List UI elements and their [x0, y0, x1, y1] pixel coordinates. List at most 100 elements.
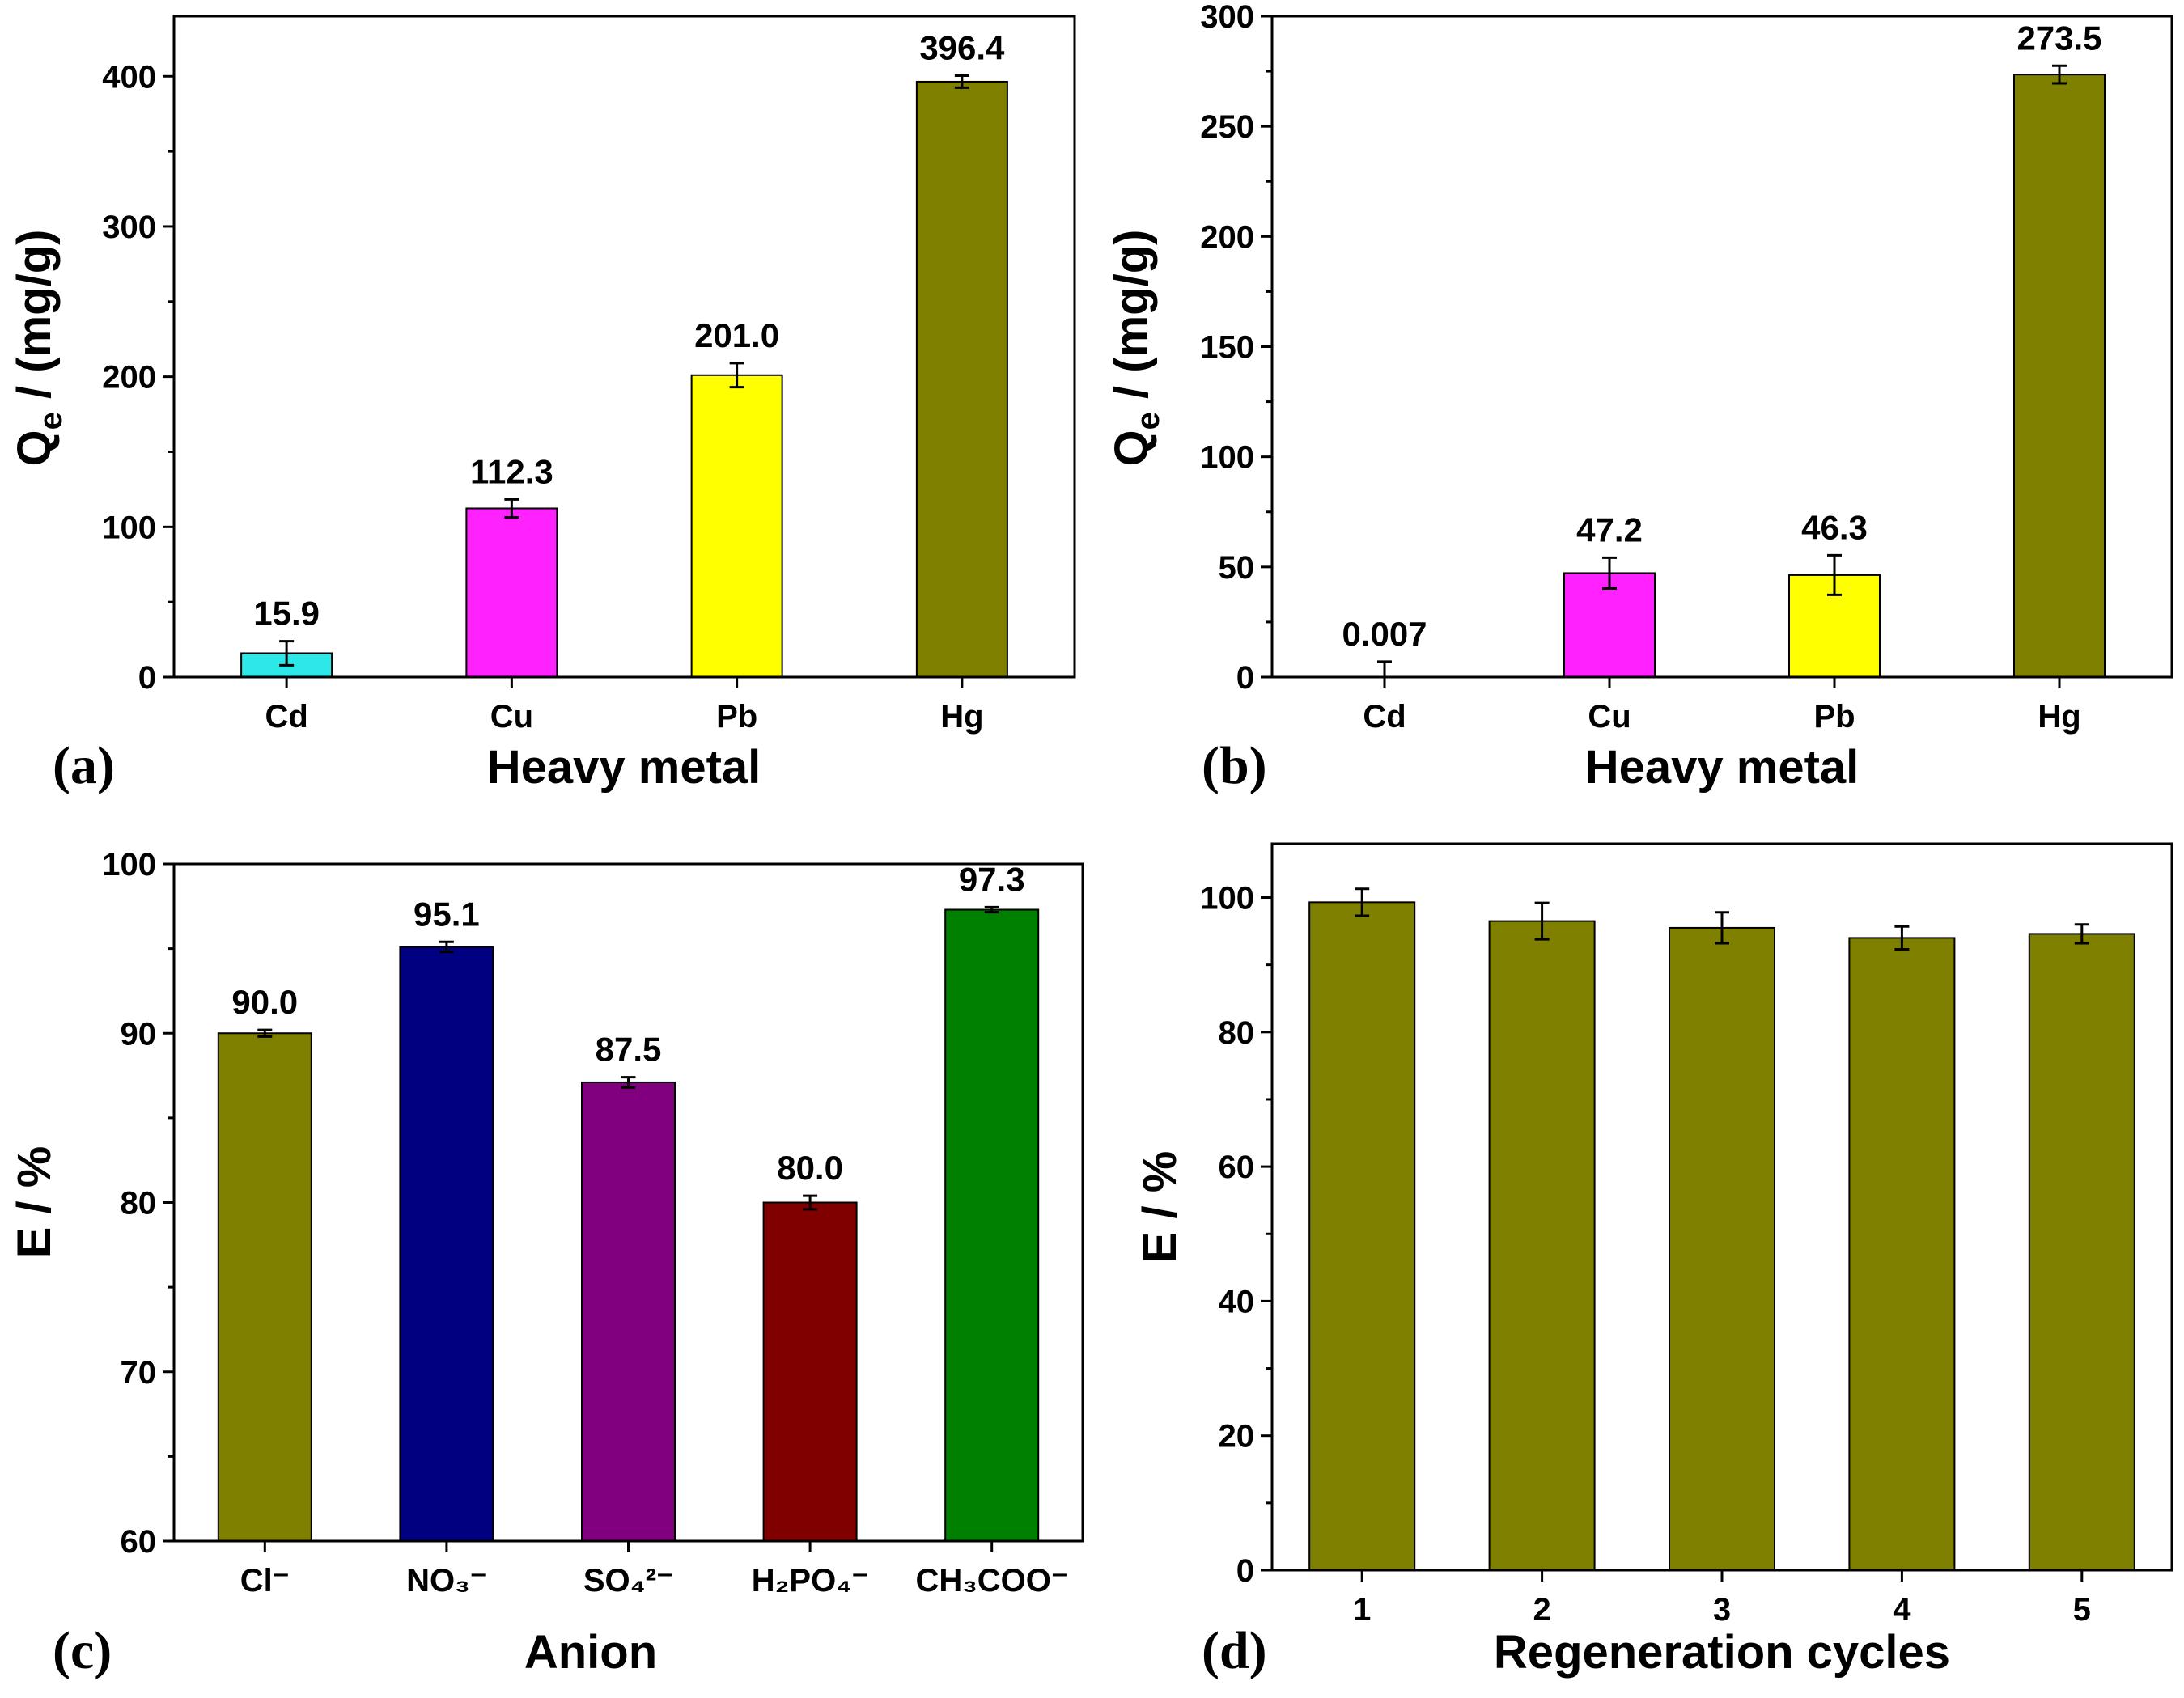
- y-tick-label-c-5: 100: [102, 847, 156, 883]
- x-tick-label-d-3: 3: [1713, 1592, 1731, 1628]
- y-tick-label-a-2: 100: [102, 510, 156, 545]
- y-axis-title-main: Q: [1105, 430, 1158, 466]
- error-bar-a-1: [279, 640, 295, 667]
- value-label-c-2: 95.1: [413, 895, 480, 933]
- error-bar-b-1: [1377, 660, 1392, 679]
- bar-b-4: [2013, 74, 2106, 678]
- x-tick-label-c-5: CH₃COO⁻: [915, 1563, 1068, 1598]
- value-label-a-3: 201.0: [694, 316, 779, 354]
- error-bar-b-2: [1602, 556, 1617, 591]
- x-axis-title-c: Anion: [524, 1626, 657, 1679]
- x-axis-title-d: Regeneration cycles: [1494, 1626, 1950, 1679]
- y-tick-label-d-1: 0: [1236, 1553, 1254, 1589]
- y-axis-title-c: E / %: [8, 1146, 61, 1259]
- error-bar-b-4: [2052, 64, 2067, 85]
- panel-label-a: (a): [53, 736, 115, 795]
- y-tick-label-b-6: 250: [1200, 109, 1254, 145]
- y-tick-label-a-4: 300: [102, 210, 156, 245]
- bar-d-5: [2028, 933, 2135, 1572]
- x-tick-label-a-3: Pb: [716, 699, 757, 735]
- value-label-b-1: 0.007: [1342, 615, 1427, 653]
- y-tick-label-d-6: 100: [1200, 881, 1254, 917]
- error-bar-d-1: [1355, 887, 1370, 917]
- x-axis-title-b: Heavy metal: [1585, 741, 1860, 794]
- y-axis-title-a: Qe / (mg/g): [8, 230, 69, 467]
- x-tick-label-c-4: H₂PO₄⁻: [752, 1563, 869, 1598]
- bar-a-3: [690, 374, 783, 678]
- y-tick-label-b-1: 0: [1236, 660, 1254, 696]
- x-tick-label-c-2: NO₃⁻: [406, 1563, 487, 1598]
- y-tick-label-a-3: 200: [102, 360, 156, 396]
- x-tick-label-b-2: Cu: [1588, 699, 1631, 735]
- value-label-a-4: 396.4: [919, 29, 1005, 67]
- bar-a-2: [465, 507, 558, 678]
- x-tick-label-a-4: Hg: [940, 699, 983, 735]
- value-label-c-5: 97.3: [959, 860, 1025, 898]
- y-axis-title-rest: / (mg/g): [1105, 230, 1158, 413]
- bar-c-2: [399, 946, 494, 1542]
- y-axis-title-main: Q: [8, 430, 61, 466]
- y-tick-label-b-5: 200: [1200, 219, 1254, 255]
- error-bar-a-3: [729, 362, 744, 389]
- error-bar-c-3: [621, 1076, 636, 1089]
- panel-b-chart: 0.007 47.2 46.3 273.5 0 50 100 150 200 250 300 Cd Cu…: [1105, 0, 2173, 795]
- x-tick-label-c-1: Cl⁻: [240, 1563, 290, 1598]
- bar-b-2: [1563, 572, 1656, 679]
- x-tick-label-d-4: 4: [1893, 1592, 1911, 1628]
- y-axis-title-subscript: e: [1130, 412, 1166, 430]
- error-bar-d-4: [1894, 925, 1910, 951]
- error-bar-a-4: [954, 74, 969, 89]
- y-axis-title-d: E / %: [1134, 1151, 1186, 1264]
- bar-c-4: [762, 1201, 858, 1542]
- panel-a-chart: 15.9 112.3 201.0 396.4 0 100 200 300 400 Cd Cu Pb Hg…: [8, 15, 1076, 795]
- y-tick-label-d-2: 20: [1219, 1419, 1255, 1455]
- error-bar-a-2: [504, 498, 519, 519]
- panel-label-c: (c): [53, 1621, 112, 1680]
- bar-d-2: [1488, 920, 1596, 1571]
- bar-a-4: [915, 80, 1008, 678]
- y-axis-title-b: Qe / (mg/g): [1105, 230, 1166, 467]
- y-tick-label-b-4: 150: [1200, 330, 1254, 366]
- y-tick-label-d-4: 60: [1219, 1150, 1255, 1185]
- y-axis-title-subscript: e: [33, 412, 69, 430]
- value-label-b-2: 47.2: [1576, 510, 1643, 548]
- y-tick-label-c-3: 80: [121, 1186, 157, 1222]
- bar-d-4: [1848, 937, 1956, 1571]
- bar-d-1: [1308, 901, 1416, 1571]
- x-tick-label-b-3: Pb: [1813, 699, 1855, 735]
- panel-label-b: (b): [1202, 736, 1267, 795]
- y-tick-label-c-1: 60: [121, 1524, 157, 1560]
- bar-d-3: [1669, 926, 1775, 1571]
- bar-c-1: [217, 1032, 312, 1542]
- x-tick-label-d-5: 5: [2073, 1592, 2091, 1628]
- value-label-b-3: 46.3: [1801, 508, 1868, 546]
- value-label-a-2: 112.3: [470, 452, 553, 490]
- value-label-a-1: 15.9: [253, 595, 320, 633]
- y-tick-label-b-7: 300: [1200, 0, 1254, 35]
- x-tick-label-d-2: 2: [1533, 1592, 1550, 1628]
- y-tick-label-b-2: 50: [1219, 550, 1255, 586]
- x-tick-label-a-1: Cd: [265, 699, 307, 735]
- x-tick-label-a-2: Cu: [490, 699, 533, 735]
- y-tick-label-d-5: 80: [1219, 1015, 1255, 1051]
- error-bar-d-3: [1715, 911, 1729, 945]
- value-label-b-4: 273.5: [2016, 19, 2101, 57]
- value-label-c-1: 90.0: [231, 983, 298, 1021]
- panel-c-chart: 90.0 95.1 87.5 80.0 97.3 60 70 80 90 100 Cl⁻ NO₃⁻ SO…: [8, 847, 1084, 1680]
- y-tick-label-a-5: 400: [102, 59, 156, 95]
- plot-frame-a: [172, 15, 1076, 679]
- x-tick-label-d-1: 1: [1353, 1592, 1371, 1628]
- error-bar-c-5: [984, 905, 999, 914]
- x-tick-label-c-3: SO₄²⁻: [583, 1563, 673, 1598]
- error-bar-d-2: [1534, 901, 1550, 941]
- y-tick-label-c-2: 70: [121, 1355, 157, 1391]
- x-tick-label-b-1: Cd: [1363, 699, 1406, 735]
- error-bar-c-4: [803, 1194, 818, 1211]
- y-tick-label-d-3: 40: [1219, 1284, 1255, 1319]
- bar-c-5: [944, 908, 1040, 1543]
- y-axis-title-rest: / (mg/g): [8, 230, 61, 413]
- panel-label-d: (d): [1202, 1621, 1267, 1680]
- value-label-c-3: 87.5: [596, 1031, 662, 1069]
- y-tick-label-b-3: 100: [1200, 440, 1254, 476]
- error-bar-b-3: [1827, 553, 1842, 596]
